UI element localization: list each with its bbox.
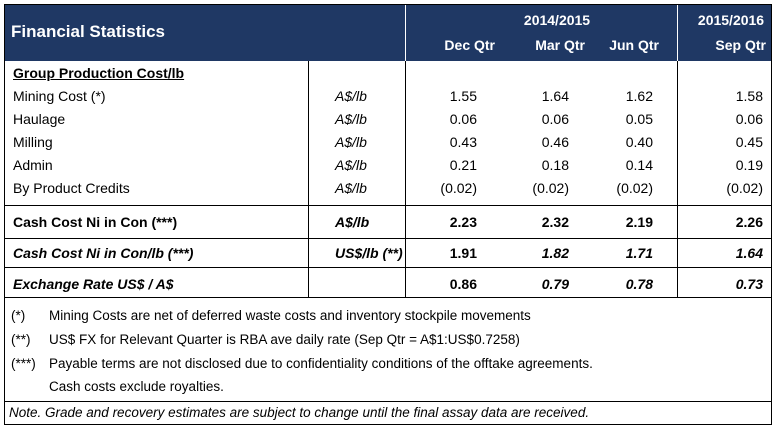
row-divider bbox=[5, 267, 771, 268]
row-unit: A$/lb bbox=[335, 134, 367, 150]
value-dec-qtr: (0.02) bbox=[440, 180, 477, 196]
column-header-mar-qtr: Mar Qtr bbox=[535, 37, 585, 53]
table-header: Financial Statistics 2014/2015 2015/2016… bbox=[5, 5, 771, 61]
value-mar-qtr: 0.18 bbox=[541, 157, 569, 173]
header-divider bbox=[677, 5, 678, 61]
value-mar-qtr: 0.06 bbox=[541, 111, 569, 127]
footnote-text: Cash costs exclude royalties. bbox=[49, 379, 224, 394]
row-unit: A$/lb bbox=[335, 157, 367, 173]
footnote-mark: (*) bbox=[11, 308, 26, 323]
value-mar-qtr: 2.32 bbox=[541, 214, 569, 230]
value-jun-qtr: 1.62 bbox=[625, 88, 653, 104]
footnote-text: Mining Costs are net of deferred waste c… bbox=[49, 308, 531, 323]
row-divider bbox=[5, 238, 771, 239]
value-sep-qtr: 0.06 bbox=[735, 111, 763, 127]
value-mar-qtr: 1.82 bbox=[541, 245, 569, 261]
value-dec-qtr: 0.06 bbox=[449, 111, 477, 127]
row-label: Haulage bbox=[13, 111, 66, 127]
header-divider bbox=[405, 5, 406, 61]
column-divider bbox=[405, 61, 406, 297]
value-dec-qtr: 0.21 bbox=[449, 157, 477, 173]
row-unit: US$/lb (**) bbox=[335, 245, 403, 261]
row-unit: A$/lb bbox=[335, 88, 367, 104]
period-2014-2015: 2014/2015 bbox=[523, 12, 591, 28]
value-jun-qtr: 0.78 bbox=[625, 276, 653, 292]
footnote-text: Payable terms are not disclosed due to c… bbox=[49, 356, 593, 371]
disclaimer: Note. Grade and recovery estimates are s… bbox=[9, 405, 590, 420]
row-label: Cash Cost Ni in Con (***) bbox=[13, 214, 178, 230]
value-dec-qtr: 2.23 bbox=[449, 214, 477, 230]
column-divider bbox=[677, 61, 678, 297]
row-unit: A$/lb bbox=[335, 214, 370, 230]
column-divider bbox=[308, 61, 309, 297]
row-label: Cash Cost Ni in Con/lb (***) bbox=[13, 245, 194, 261]
row-label: Exchange Rate US$ / A$ bbox=[13, 276, 174, 292]
row-label: Mining Cost (*) bbox=[13, 88, 106, 104]
value-jun-qtr: 0.05 bbox=[625, 111, 653, 127]
row-divider bbox=[5, 205, 771, 206]
column-header-dec-qtr: Dec Qtr bbox=[444, 37, 495, 53]
value-jun-qtr: 0.14 bbox=[625, 157, 653, 173]
value-sep-qtr: 0.19 bbox=[735, 157, 763, 173]
row-unit: A$/lb bbox=[335, 111, 367, 127]
row-divider bbox=[5, 401, 771, 402]
footnote-mark: (***) bbox=[11, 356, 36, 371]
row-unit: A$/lb bbox=[335, 180, 367, 196]
footnote-text: US$ FX for Relevant Quarter is RBA ave d… bbox=[49, 332, 520, 347]
row-label: Admin bbox=[13, 157, 53, 173]
value-dec-qtr: 0.43 bbox=[449, 134, 477, 150]
value-mar-qtr: 0.79 bbox=[541, 276, 569, 292]
value-jun-qtr: (0.02) bbox=[616, 180, 653, 196]
value-sep-qtr: 0.73 bbox=[735, 276, 763, 292]
value-sep-qtr: (0.02) bbox=[726, 180, 763, 196]
column-header-sep-qtr: Sep Qtr bbox=[715, 37, 766, 53]
value-mar-qtr: (0.02) bbox=[532, 180, 569, 196]
row-label: By Product Credits bbox=[13, 180, 130, 196]
value-sep-qtr: 2.26 bbox=[735, 214, 763, 230]
financial-statistics-table: Financial Statistics 2014/2015 2015/2016… bbox=[4, 4, 772, 425]
table-title: Financial Statistics bbox=[11, 22, 165, 41]
value-jun-qtr: 0.40 bbox=[625, 134, 653, 150]
value-dec-qtr: 1.55 bbox=[449, 88, 477, 104]
value-sep-qtr: 1.58 bbox=[735, 88, 763, 104]
value-sep-qtr: 0.45 bbox=[735, 134, 763, 150]
value-mar-qtr: 0.46 bbox=[541, 134, 569, 150]
value-dec-qtr: 0.86 bbox=[449, 276, 477, 292]
value-mar-qtr: 1.64 bbox=[541, 88, 569, 104]
footnote-mark: (**) bbox=[11, 332, 31, 347]
section-title: Group Production Cost/lb bbox=[13, 65, 185, 81]
column-header-jun-qtr: Jun Qtr bbox=[609, 37, 659, 53]
row-label: Milling bbox=[13, 134, 53, 150]
value-jun-qtr: 1.71 bbox=[625, 245, 653, 261]
value-jun-qtr: 2.19 bbox=[625, 214, 653, 230]
value-dec-qtr: 1.91 bbox=[449, 245, 477, 261]
period-2015-2016: 2015/2016 bbox=[697, 12, 765, 28]
row-divider bbox=[5, 297, 771, 298]
value-sep-qtr: 1.64 bbox=[735, 245, 763, 261]
